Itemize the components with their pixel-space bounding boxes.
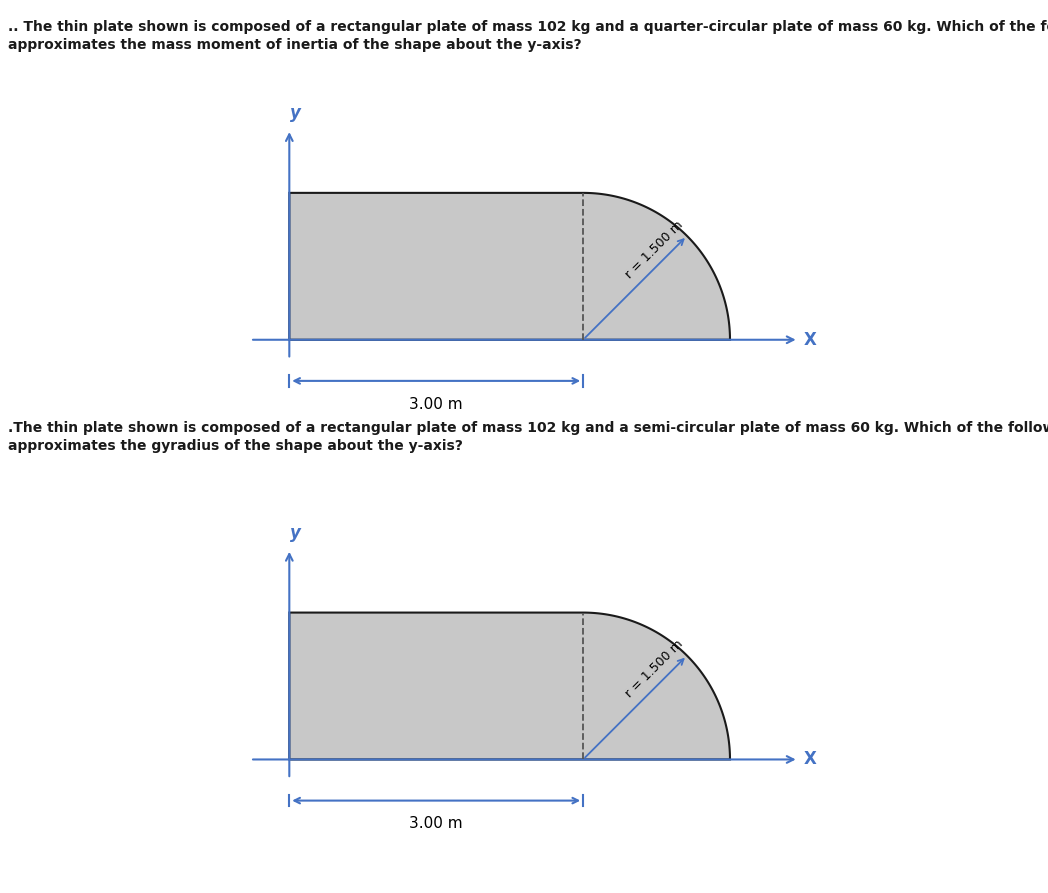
Text: 3.00 m: 3.00 m xyxy=(410,396,463,412)
Text: approximates the mass moment of inertia of the shape about the y-axis?: approximates the mass moment of inertia … xyxy=(8,38,582,52)
Polygon shape xyxy=(289,193,730,339)
Text: approximates the gyradius of the shape about the y-axis?: approximates the gyradius of the shape a… xyxy=(8,439,463,454)
Text: 3.00 m: 3.00 m xyxy=(410,816,463,831)
Text: r = 1.500 m: r = 1.500 m xyxy=(623,638,685,701)
Text: X: X xyxy=(804,330,816,349)
Text: X: X xyxy=(804,750,816,769)
Text: .The thin plate shown is composed of a rectangular plate of mass 102 kg and a se: .The thin plate shown is composed of a r… xyxy=(8,421,1048,436)
Text: y: y xyxy=(289,524,301,542)
Text: y: y xyxy=(289,104,301,122)
Polygon shape xyxy=(289,613,730,759)
Text: .. The thin plate shown is composed of a rectangular plate of mass 102 kg and a : .. The thin plate shown is composed of a… xyxy=(8,20,1048,34)
Text: r = 1.500 m: r = 1.500 m xyxy=(623,218,685,281)
